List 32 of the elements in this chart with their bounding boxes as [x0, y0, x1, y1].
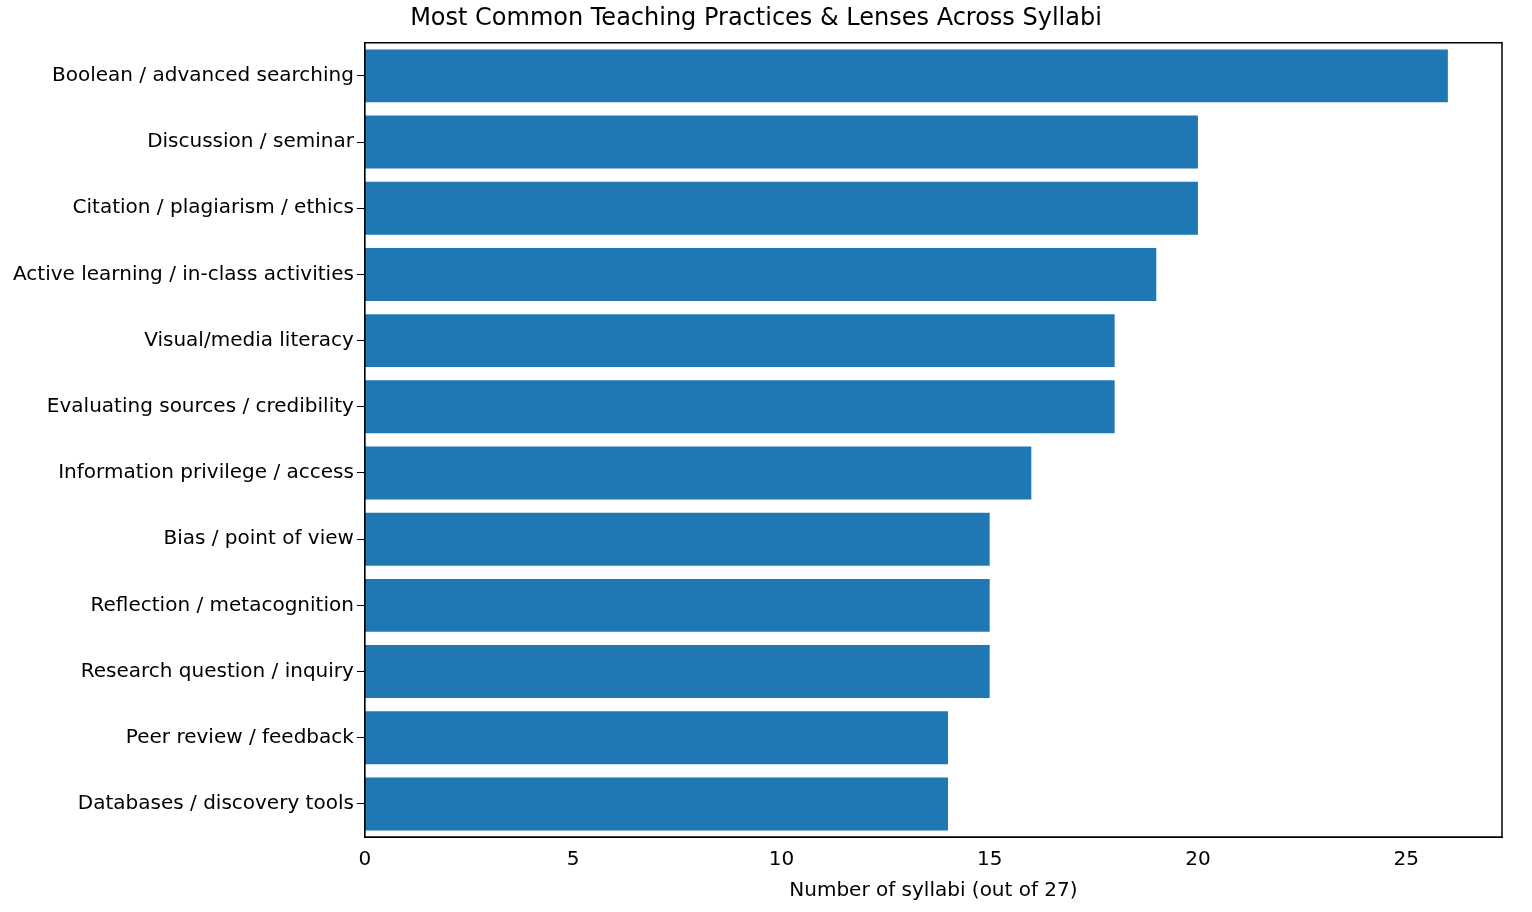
- bar: [364, 446, 1032, 500]
- y-tick-label: Discussion / seminar: [147, 128, 355, 153]
- y-tick-label: Boolean / advanced searching: [52, 62, 354, 87]
- y-tick-label: Research question / inquiry: [80, 657, 355, 682]
- x-tick-label: 20: [1185, 846, 1211, 871]
- bar: [364, 645, 990, 699]
- x-axis-title: Number of syllabi (out of 27): [789, 877, 1078, 902]
- y-tick-label: Bias / point of view: [163, 525, 354, 550]
- x-tick-label: 25: [1393, 846, 1419, 871]
- bar: [364, 115, 1198, 169]
- y-tick-label: Evaluating sources / credibility: [46, 393, 355, 418]
- bar: [364, 512, 990, 566]
- bar: [364, 380, 1115, 434]
- bar: [364, 314, 1115, 368]
- y-tick-label: Information privilege / access: [58, 459, 354, 484]
- y-tick-label: Reflection / metacognition: [90, 591, 354, 616]
- y-tick-label: Active learning / in-class activities: [13, 260, 354, 285]
- bar: [364, 49, 1448, 103]
- bar: [364, 247, 1157, 301]
- bar: [364, 578, 990, 632]
- x-tick-label: 0: [358, 846, 372, 871]
- y-tick-label: Visual/media literacy: [144, 326, 355, 351]
- chart-title: Most Common Teaching Practices & Lenses Across Syllabi: [410, 2, 1102, 31]
- bar: [364, 181, 1198, 235]
- x-tick-label: 15: [976, 846, 1003, 871]
- bar: [364, 711, 949, 765]
- y-tick-label: Citation / plagiarism / ethics: [72, 194, 354, 219]
- bar: [364, 777, 949, 831]
- y-tick-label: Peer review / feedback: [125, 723, 355, 748]
- x-tick-label: 5: [566, 846, 580, 871]
- x-tick-label: 10: [768, 846, 795, 871]
- y-tick-label: Databases / discovery tools: [77, 790, 354, 815]
